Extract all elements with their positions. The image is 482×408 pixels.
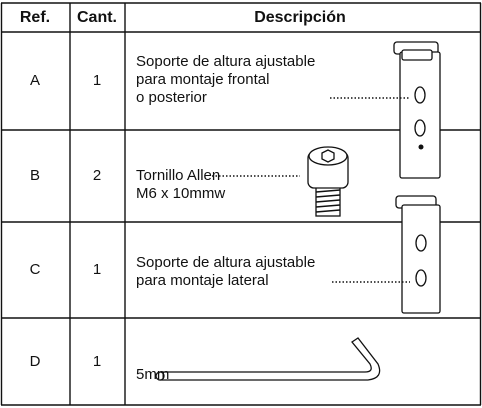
description-line: para montaje lateral <box>136 272 269 289</box>
screw-illustration <box>307 146 349 217</box>
qty-cell: 1 <box>93 72 101 89</box>
header-cell: Cant. <box>77 9 117 26</box>
description-line: para montaje frontal <box>136 71 269 88</box>
description-line: 5mm <box>136 366 169 383</box>
allen-key-illustration <box>155 337 381 381</box>
description-line: Soporte de altura ajustable <box>136 53 315 70</box>
qty-cell: 2 <box>93 167 101 184</box>
description-line: o posterior <box>136 89 207 106</box>
description-line: Soporte de altura ajustable <box>136 254 315 271</box>
header-cell: Descripción <box>254 9 346 26</box>
description-line: Tornillo Allen <box>136 167 220 184</box>
header-cell: Ref. <box>20 9 50 26</box>
bracket-a-illustration <box>393 41 441 179</box>
description-line: M6 x 10mmw <box>136 185 225 202</box>
bracket-c-illustration <box>395 195 441 314</box>
ref-cell: A <box>30 72 40 89</box>
ref-cell: B <box>30 167 40 184</box>
qty-cell: 1 <box>93 353 101 370</box>
ref-cell: C <box>30 261 41 278</box>
ref-cell: D <box>30 353 41 370</box>
qty-cell: 1 <box>93 261 101 278</box>
